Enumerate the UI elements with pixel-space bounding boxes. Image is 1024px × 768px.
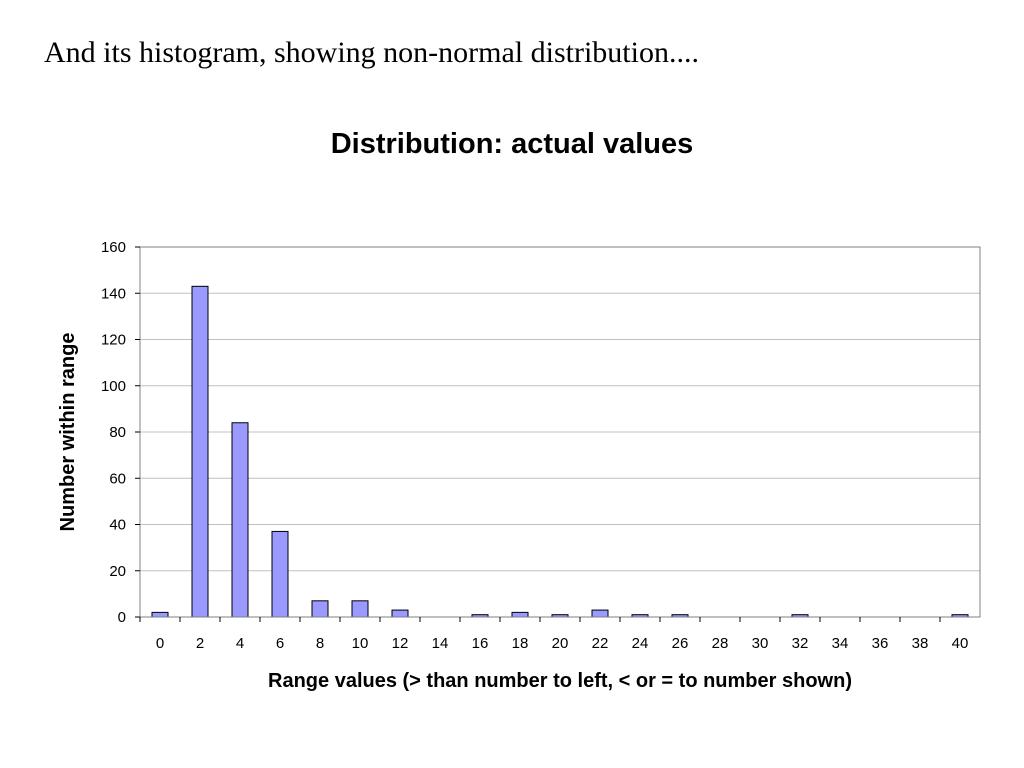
bar-4 xyxy=(231,422,249,618)
bar-0 xyxy=(151,611,169,618)
x-tick-label-8: 8 xyxy=(316,635,324,652)
y-axis-ticks: 0 20 40 60 80 100 120 140 160 xyxy=(101,239,140,626)
bars xyxy=(151,285,969,618)
x-tick-label-2: 2 xyxy=(196,635,204,652)
x-tick-label-30: 30 xyxy=(752,635,769,652)
y-tick-label: 20 xyxy=(109,563,126,580)
x-tick-label-28: 28 xyxy=(712,635,729,652)
x-tick-label-20: 20 xyxy=(552,635,569,652)
x-axis-ticks: 0 2 4 6 8 10 12 14 16 18 20 22 24 26 28 30 32 34 36 38 40 xyxy=(139,617,969,652)
x-tick-label-4: 4 xyxy=(236,635,244,652)
bar-10 xyxy=(351,600,369,618)
chart-title: Distribution: actual values xyxy=(330,128,694,160)
grid-lines xyxy=(140,292,980,572)
y-tick-label: 80 xyxy=(109,424,126,441)
x-tick-label-6: 6 xyxy=(276,635,284,652)
bar-2 xyxy=(191,285,209,618)
x-tick-label-36: 36 xyxy=(872,635,889,652)
x-tick-label-12: 12 xyxy=(392,635,409,652)
x-tick-label-26: 26 xyxy=(672,635,689,652)
slide-heading: And its histogram, showing non-normal di… xyxy=(44,36,699,69)
bar-22 xyxy=(591,609,609,618)
y-tick-label: 0 xyxy=(118,609,126,626)
y-tick-label: 100 xyxy=(101,378,126,395)
x-axis-label: Range values (> than number to left, < o… xyxy=(268,670,852,692)
y-tick-label: 40 xyxy=(109,517,126,534)
x-tick-label-18: 18 xyxy=(512,635,529,652)
bar-12 xyxy=(391,609,409,618)
x-tick-label-22: 22 xyxy=(592,635,609,652)
bar-18 xyxy=(511,611,529,618)
y-tick-label: 140 xyxy=(101,285,126,302)
y-tick-label: 60 xyxy=(109,470,126,487)
x-tick-label-16: 16 xyxy=(472,635,489,652)
y-tick-label: 120 xyxy=(101,332,126,349)
x-tick-label-32: 32 xyxy=(792,635,809,652)
x-tick-label-14: 14 xyxy=(432,635,449,652)
y-axis-label: Number within range xyxy=(57,333,79,532)
x-tick-label-40: 40 xyxy=(952,635,969,652)
y-tick-label: 160 xyxy=(101,239,126,256)
x-tick-label-10: 10 xyxy=(352,635,369,652)
x-tick-label-0: 0 xyxy=(156,635,164,652)
x-tick-label-34: 34 xyxy=(832,635,849,652)
bar-8 xyxy=(311,600,329,618)
bar-6 xyxy=(271,530,289,618)
x-tick-label-38: 38 xyxy=(912,635,929,652)
x-tick-label-24: 24 xyxy=(632,635,649,652)
